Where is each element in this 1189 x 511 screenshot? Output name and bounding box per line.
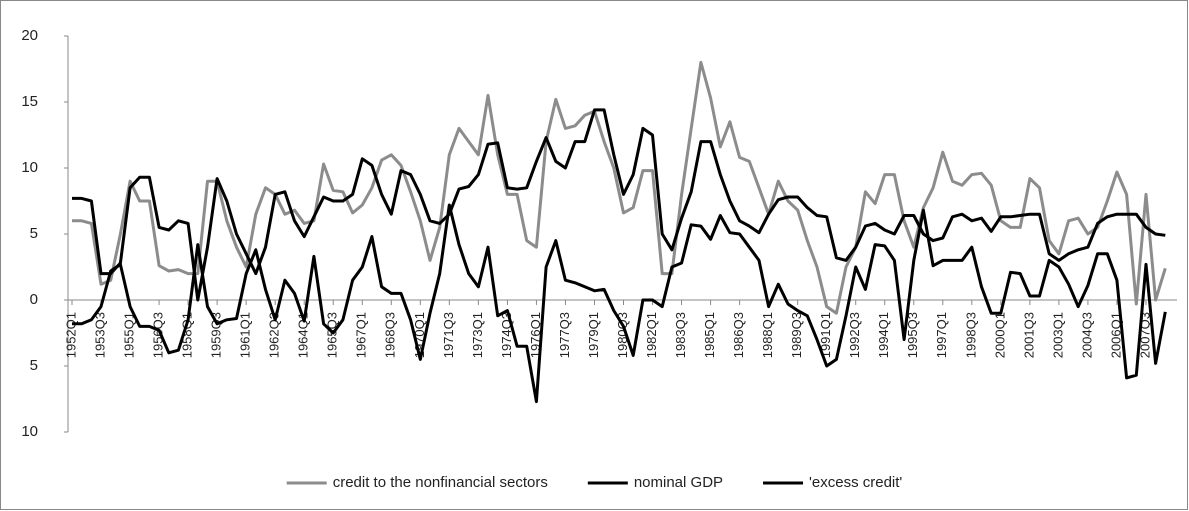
series-line (72, 108, 1166, 302)
x-tick-label: 1971Q3 (441, 312, 456, 358)
x-tick-label: 1956Q3 (151, 312, 166, 358)
x-tick-label: 1953Q3 (92, 312, 107, 358)
legend-label: 'excess credit' (809, 474, 902, 491)
x-tick-label: 1983Q3 (673, 312, 688, 358)
y-tick-label: 5 (30, 225, 38, 242)
x-tick-label: 1965Q3 (325, 312, 340, 358)
x-tick-label: 2004Q3 (1079, 312, 1094, 358)
x-tick-label: 1958Q1 (180, 312, 195, 358)
x-tick-label: 1962Q3 (267, 312, 282, 358)
x-tick-label: 1982Q1 (644, 312, 659, 358)
x-tick-label: 1998Q3 (963, 312, 978, 358)
y-tick-label: 5 (30, 357, 38, 374)
x-tick-label: 1968Q3 (383, 312, 398, 358)
legend-label: credit to the nonfinancial sectors (333, 474, 548, 491)
y-tick-label: 20 (21, 27, 38, 44)
x-tick-label: 1995Q3 (905, 312, 920, 358)
x-tick-label: 1986Q3 (731, 312, 746, 358)
x-tick-label: 1988Q1 (760, 312, 775, 358)
x-tick-label: 2001Q3 (1021, 312, 1036, 358)
x-tick-label: 1997Q1 (934, 312, 949, 358)
series-line (72, 60, 1167, 315)
x-tick-label: 1992Q3 (847, 312, 862, 358)
y-tick-label: 10 (21, 423, 38, 440)
x-tick-label: 1974Q3 (499, 312, 514, 358)
x-tick-label: 1964Q1 (296, 312, 311, 358)
y-tick-label: 10 (21, 159, 38, 176)
x-tick-label: 1991Q1 (818, 312, 833, 358)
x-tick-label: 1952Q1 (63, 312, 78, 358)
legend-label: nominal GDP (634, 474, 723, 491)
x-tick-label: 2006Q1 (1108, 312, 1123, 358)
x-tick-label: 1973Q1 (470, 312, 485, 358)
series-line (72, 203, 1167, 404)
x-tick-label: 1985Q1 (702, 312, 717, 358)
x-tick-label: 1979Q1 (586, 312, 601, 358)
x-tick-label: 1980Q3 (615, 312, 630, 358)
x-tick-label: 2003Q1 (1050, 312, 1065, 358)
x-tick-label: 1994Q1 (876, 312, 891, 358)
y-tick-label: 0 (30, 291, 38, 308)
x-tick-label: 1967Q1 (354, 312, 369, 358)
x-tick-label: 1961Q1 (238, 312, 253, 358)
x-tick-label: 2000Q1 (992, 312, 1007, 358)
x-tick-label: 1955Q1 (121, 312, 136, 358)
y-tick-label: 15 (21, 93, 38, 110)
x-tick-label: 1989Q3 (789, 312, 804, 358)
x-tick-label: 1977Q3 (557, 312, 572, 358)
